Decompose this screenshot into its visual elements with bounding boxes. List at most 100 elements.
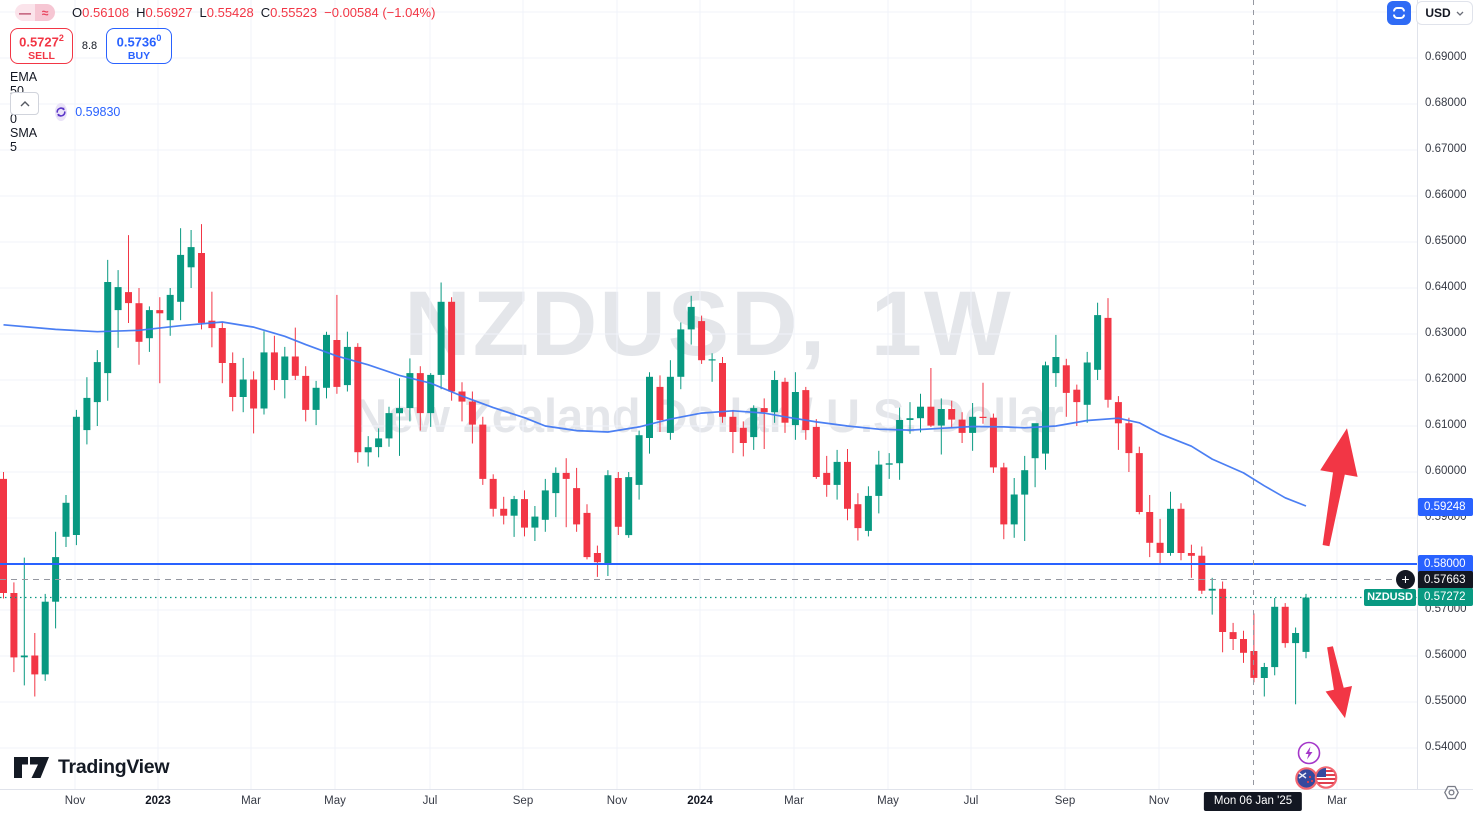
candle xyxy=(291,356,299,376)
approx-price-chip[interactable]: ≈ xyxy=(35,4,55,21)
candle xyxy=(500,508,508,516)
candle xyxy=(552,472,560,494)
time-label: Mar xyxy=(1327,795,1347,807)
candle xyxy=(125,292,132,304)
candle xyxy=(583,512,591,558)
candle xyxy=(312,387,320,410)
open-value: 0.56108 xyxy=(82,5,130,20)
candle xyxy=(41,601,49,675)
indicator-value: 0.59830 xyxy=(75,105,121,119)
currency-pair-flags-icon[interactable] xyxy=(1293,764,1342,792)
time-label: Nov xyxy=(64,795,86,807)
crosshair-add-order-button[interactable]: + xyxy=(1396,570,1415,589)
crosshair-price-label: 0.57663 xyxy=(1418,570,1473,589)
candle xyxy=(948,409,956,420)
drawn-down-arrow[interactable] xyxy=(1325,646,1352,719)
candle xyxy=(781,381,789,423)
candle xyxy=(166,294,174,321)
candle xyxy=(83,397,91,431)
indicator-loading-icon[interactable] xyxy=(55,103,68,121)
collapse-panel-button[interactable] xyxy=(10,92,39,115)
candle xyxy=(1135,453,1143,512)
candle xyxy=(427,374,435,414)
price-axis[interactable]: 0.69000 0.68000 0.67000 0.66000 0.65000 0.640… xyxy=(1418,0,1473,789)
candle xyxy=(927,406,935,426)
currency-selected: USD xyxy=(1425,6,1451,20)
candle xyxy=(260,352,268,409)
time-label: Sep xyxy=(1054,795,1076,807)
currency-loop-icon xyxy=(1392,7,1406,19)
candle xyxy=(739,427,747,443)
candle xyxy=(760,408,768,413)
time-label: Jul xyxy=(422,795,438,807)
price-tick: 0.68000 xyxy=(1425,97,1467,109)
buy-price-pip: 0 xyxy=(156,33,162,43)
ema-value-label: 0.59248 xyxy=(1418,497,1473,516)
price-tick: 0.54000 xyxy=(1425,741,1467,753)
price-tick: 0.56000 xyxy=(1425,649,1467,661)
candle xyxy=(823,472,831,485)
price-axis-separator xyxy=(1417,0,1418,789)
candle xyxy=(1198,555,1206,591)
candle xyxy=(239,379,247,397)
candle xyxy=(1260,667,1268,678)
candle xyxy=(448,301,456,392)
candle xyxy=(323,334,330,388)
currency-dropdown[interactable]: USD xyxy=(1416,1,1473,25)
collapse-legend-chip[interactable]: — xyxy=(15,4,35,21)
candle xyxy=(468,401,476,425)
time-label: Jul xyxy=(963,795,979,807)
axis-settings-icon[interactable] xyxy=(1443,784,1460,801)
candle xyxy=(1177,508,1185,553)
time-axis[interactable]: Nov 2023 Mar May Jul Sep Nov 2024 Mar May Jul Sep No… xyxy=(0,790,1473,813)
candle xyxy=(135,303,143,342)
time-label: Mar xyxy=(784,795,804,807)
candle xyxy=(833,461,841,485)
drawn-up-arrow[interactable] xyxy=(1320,428,1358,547)
candle xyxy=(10,593,18,658)
candle xyxy=(1167,508,1174,553)
candle xyxy=(93,362,101,403)
sell-button[interactable]: 0.57272 SELL xyxy=(10,28,73,64)
time-label: Mar xyxy=(241,795,261,807)
time-label: Nov xyxy=(1148,795,1170,807)
candle xyxy=(896,420,904,464)
currency-conversion-button[interactable] xyxy=(1387,1,1411,25)
price-tick: 0.66000 xyxy=(1425,189,1467,201)
candle xyxy=(416,373,424,414)
candle xyxy=(573,488,581,525)
high-value: 0.56927 xyxy=(145,5,193,20)
ema-line[interactable] xyxy=(3,321,1307,507)
candle xyxy=(864,495,872,531)
tradingview-logo[interactable]: TradingView xyxy=(14,756,170,779)
candle xyxy=(510,499,518,516)
candle xyxy=(1104,317,1112,400)
candle xyxy=(979,416,987,418)
close-value: 0.55523 xyxy=(270,5,318,20)
candle xyxy=(1271,606,1279,668)
ohlc-legend: O0.56108 H0.56927 L0.55428 C0.55523 −0.00584… xyxy=(72,5,442,20)
candle xyxy=(1219,588,1227,632)
candle xyxy=(343,346,351,386)
time-label: May xyxy=(877,795,899,807)
refresh-icon xyxy=(56,107,66,117)
candle xyxy=(854,504,862,529)
candle xyxy=(364,447,372,453)
low-label: L xyxy=(199,5,207,20)
candle xyxy=(354,346,362,453)
lightning-icon[interactable] xyxy=(1297,741,1321,765)
candle xyxy=(177,254,185,302)
candle xyxy=(1083,362,1091,405)
candle xyxy=(614,478,622,527)
candle xyxy=(677,329,685,377)
time-label: 2023 xyxy=(145,795,171,807)
candle xyxy=(791,392,799,426)
buy-button[interactable]: 0.57360 BUY xyxy=(106,28,172,64)
candle xyxy=(708,359,716,361)
spread-value: 8.8 xyxy=(81,40,98,52)
candle xyxy=(72,416,80,535)
candle xyxy=(521,499,528,528)
candle xyxy=(1031,423,1039,459)
candle xyxy=(187,247,195,268)
